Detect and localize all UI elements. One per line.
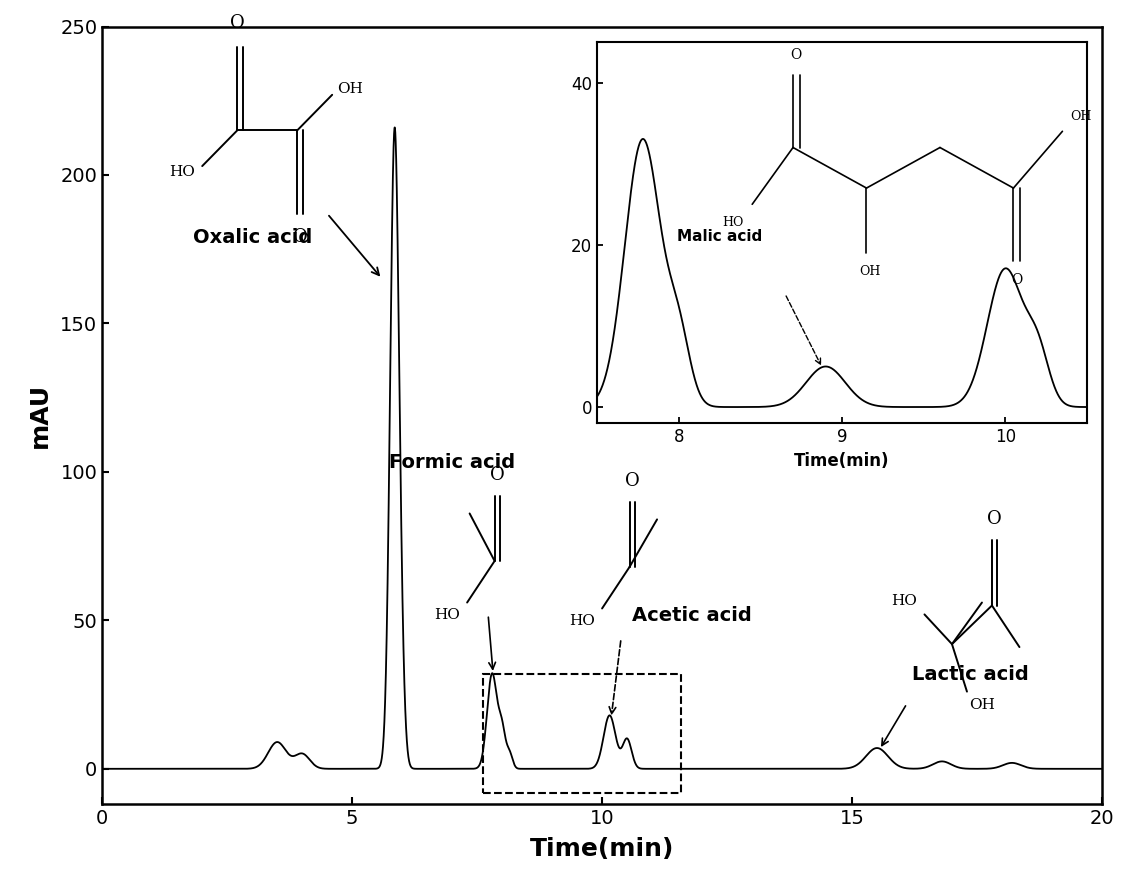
X-axis label: Time(min): Time(min)	[529, 836, 675, 861]
Text: OH: OH	[337, 82, 364, 95]
Text: HO: HO	[169, 165, 194, 179]
Text: O: O	[987, 510, 1002, 529]
Text: HO: HO	[434, 608, 460, 622]
Text: HO: HO	[891, 594, 917, 608]
Text: OH: OH	[969, 697, 995, 712]
Text: Acetic acid: Acetic acid	[632, 606, 752, 624]
Bar	[483, 674, 680, 793]
Text: O: O	[625, 472, 640, 490]
Text: HO: HO	[569, 614, 594, 629]
Y-axis label: mAU: mAU	[28, 383, 52, 448]
Text: Oxalic acid: Oxalic acid	[193, 228, 311, 248]
Text: O: O	[229, 14, 244, 33]
Text: Lactic acid: Lactic acid	[912, 665, 1029, 684]
Text: O: O	[490, 466, 504, 484]
Text: O: O	[293, 228, 308, 247]
Text: Formic acid: Formic acid	[389, 453, 516, 472]
